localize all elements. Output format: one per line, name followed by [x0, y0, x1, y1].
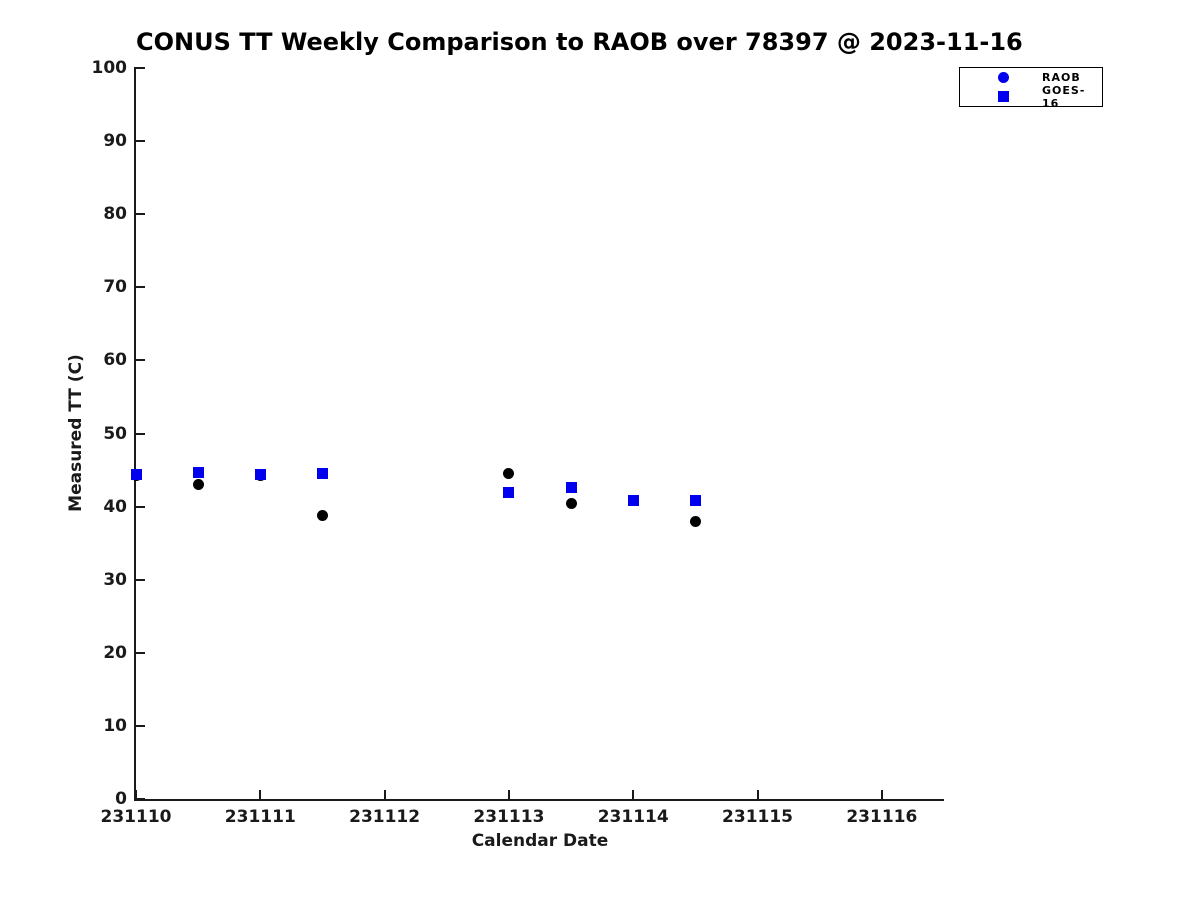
- y-tick: [136, 140, 145, 143]
- x-tick: [632, 790, 635, 799]
- x-tick: [383, 790, 386, 799]
- goes-16-marker: [689, 494, 701, 506]
- y-tick: [136, 505, 145, 508]
- x-tick-label: 231116: [846, 807, 918, 827]
- y-tick: [136, 359, 145, 362]
- x-tick-label: 231110: [100, 807, 172, 827]
- y-tick-label: 60: [103, 350, 127, 371]
- y-tick-label: 40: [103, 496, 127, 517]
- goes-16-square-marker-icon: [998, 91, 1009, 102]
- x-axis-label: Calendar Date: [471, 831, 609, 851]
- y-tick: [136, 286, 145, 289]
- y-axis-spine: [134, 67, 136, 801]
- x-tick-label: 231114: [597, 807, 669, 827]
- y-axis-label: Measured TT (C): [66, 354, 86, 512]
- legend: RAOB GOES-16: [959, 67, 1103, 110]
- goes-16-marker: [192, 467, 204, 479]
- y-tick-label: 80: [103, 204, 127, 225]
- y-tick: [136, 651, 145, 654]
- y-tick-label: 0: [115, 789, 127, 809]
- plot-area: [130, 67, 944, 800]
- goes-16-marker: [316, 468, 328, 480]
- x-tick: [880, 790, 883, 799]
- raob-marker: [565, 498, 577, 510]
- chart-title: CONUS TT Weekly Comparison to RAOB over …: [136, 28, 1023, 56]
- x-tick: [507, 790, 510, 799]
- y-tick: [136, 724, 145, 727]
- y-tick-label: 30: [103, 569, 127, 590]
- legend-label-raob: RAOB: [1042, 71, 1081, 84]
- x-tick: [135, 790, 137, 799]
- y-tick: [136, 213, 145, 216]
- x-tick-label: 231111: [224, 807, 296, 827]
- x-tick-label: 231113: [473, 807, 545, 827]
- raob-marker: [689, 516, 701, 528]
- y-tick-label: 70: [103, 277, 127, 298]
- goes-16-marker: [254, 468, 266, 480]
- x-tick: [756, 790, 759, 799]
- raob-marker: [503, 468, 515, 480]
- y-tick: [136, 67, 145, 69]
- y-tick: [136, 578, 145, 581]
- y-tick-label: 90: [103, 131, 127, 152]
- x-tick: [259, 790, 262, 799]
- legend-label-goes-16: GOES-16: [1042, 83, 1086, 110]
- x-tick-label: 231115: [722, 807, 794, 827]
- legend-entry-raob: RAOB: [960, 68, 1102, 87]
- goes-16-marker: [565, 482, 577, 494]
- y-tick-label: 10: [103, 715, 127, 736]
- raob-circle-marker-icon: [998, 72, 1009, 83]
- y-tick: [136, 798, 145, 800]
- legend-entry-goes-16: GOES-16: [960, 84, 1102, 110]
- raob-marker: [316, 509, 328, 521]
- goes-16-marker: [130, 468, 142, 480]
- goes-16-marker: [503, 487, 515, 499]
- x-axis-spine: [134, 799, 944, 801]
- goes-16-marker: [627, 494, 639, 506]
- x-tick-label: 231112: [349, 807, 421, 827]
- raob-marker: [192, 479, 204, 491]
- y-tick-label: 100: [91, 58, 128, 78]
- y-tick-label: 20: [103, 642, 127, 663]
- y-tick: [136, 432, 145, 435]
- y-tick-label: 50: [103, 423, 127, 444]
